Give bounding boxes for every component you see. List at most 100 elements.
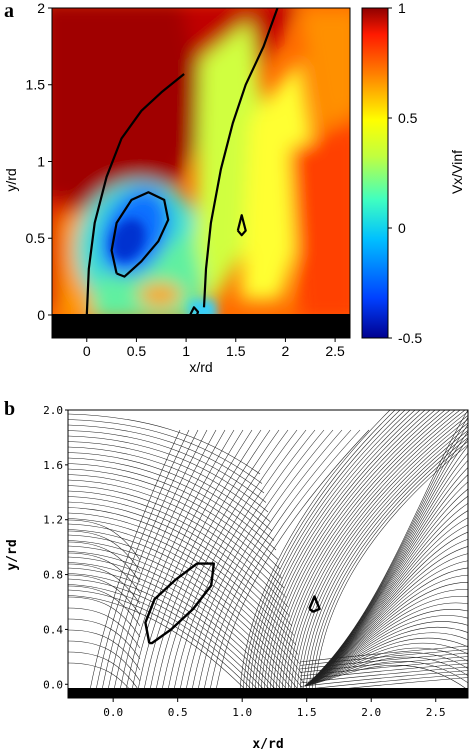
x-tick-label: 2.5 <box>426 706 446 719</box>
streamline <box>68 567 281 695</box>
streamline <box>299 673 468 691</box>
colorbar-ticks: 1 0.5 0 -0.5 <box>388 0 422 346</box>
streamline <box>263 410 431 691</box>
x-tick-label: 2.5 <box>325 343 345 359</box>
streamline <box>281 410 461 691</box>
streamline <box>167 429 298 691</box>
x-tick-label: 0.5 <box>127 343 147 359</box>
streamline <box>131 429 244 691</box>
zero-velocity-contours <box>85 7 279 320</box>
heatmap-panel-a: 0 0.5 1 1.5 2 2.5 0 0.5 1 1.5 2 x/rd y/rd <box>3 0 351 375</box>
streamline <box>155 429 280 691</box>
streamline <box>304 602 468 687</box>
streamline <box>299 426 468 691</box>
colorbar-tick-label: 0.5 <box>398 110 418 126</box>
streamline <box>269 410 441 691</box>
streamline <box>299 663 468 680</box>
streamline <box>68 551 298 695</box>
streamline <box>242 410 396 691</box>
x-tick-label: 1.0 <box>232 706 252 719</box>
y-tick-label: 0.4 <box>43 623 63 636</box>
y-tick-label: 1 <box>37 153 45 169</box>
streamline <box>68 589 258 695</box>
streamline <box>248 410 406 691</box>
streamline <box>161 429 289 691</box>
colorbar: 1 0.5 0 -0.5 Vx/Vinf <box>361 0 465 346</box>
streamline <box>197 429 343 691</box>
streamline <box>119 429 226 691</box>
y-tick-label: 0.0 <box>43 678 63 691</box>
streamline <box>293 419 468 691</box>
streamline <box>68 563 141 605</box>
streamline <box>68 596 141 638</box>
contour-line <box>189 306 200 320</box>
x-tick-label: 2 <box>282 343 290 359</box>
panel-b-label: b <box>4 398 16 420</box>
streamline <box>290 415 468 691</box>
streamline <box>68 534 305 684</box>
streamline <box>68 540 307 693</box>
y-tick-label: 0.8 <box>43 569 63 582</box>
streamline <box>304 626 468 687</box>
streamline <box>137 429 253 691</box>
streamline <box>68 545 303 695</box>
x-axis-label-a: x/rd <box>189 359 212 375</box>
streamline <box>215 429 370 691</box>
streamline <box>272 410 446 691</box>
contour-line <box>85 73 185 316</box>
x-axis-label-b: x/rd <box>252 737 283 752</box>
heatmap-field <box>52 8 350 338</box>
streamline <box>173 429 307 691</box>
y-tick-label: 0 <box>37 307 45 323</box>
x-tick-label: 0.0 <box>103 706 123 719</box>
streamline <box>68 529 303 674</box>
x-tick-label: 0 <box>83 343 91 359</box>
streamline <box>185 429 325 691</box>
streamline <box>304 609 468 687</box>
streamline <box>254 410 416 691</box>
streamline <box>113 429 217 691</box>
streamline <box>68 485 287 598</box>
y-axis-label-a: y/rd <box>3 168 19 191</box>
x-tick-label: 1.5 <box>297 706 317 719</box>
streamline <box>299 656 468 673</box>
streamline <box>275 410 451 691</box>
streamline <box>68 595 252 695</box>
streamline <box>68 530 141 572</box>
x-tick-label: 0.5 <box>168 706 188 719</box>
streamline <box>304 637 468 687</box>
axis-ticks-a: 0 0.5 1 1.5 2 2.5 0 0.5 1 1.5 2 <box>26 0 346 359</box>
x-tick-label: 1 <box>182 343 190 359</box>
streamline <box>304 642 468 687</box>
contour-line <box>110 191 170 278</box>
x-tick-label: 1.5 <box>226 343 246 359</box>
streamline <box>68 479 285 589</box>
streamline <box>299 652 468 670</box>
streamline <box>68 468 281 570</box>
y-axis-label-b: y/rd <box>5 539 20 570</box>
streamline <box>68 413 261 475</box>
streamline <box>245 410 401 691</box>
colorbar-tick-label: 0 <box>398 220 406 236</box>
streamline <box>299 670 468 687</box>
streamline <box>143 429 262 691</box>
streamline <box>68 607 141 649</box>
streamline <box>203 429 352 691</box>
streamline <box>68 496 291 617</box>
panel-a-label: a <box>4 0 14 22</box>
streamline <box>68 501 293 627</box>
streamline <box>68 640 141 682</box>
streamline <box>304 596 468 687</box>
streamlines <box>68 410 468 695</box>
y-tick-label: 1.5 <box>26 77 46 93</box>
streamline <box>89 429 181 691</box>
streamline <box>68 441 271 522</box>
streamline <box>68 584 264 695</box>
y-tick-label: 2.0 <box>43 404 63 417</box>
streamline <box>299 645 468 663</box>
streamline <box>304 410 468 687</box>
streamline <box>304 647 468 687</box>
streamline <box>304 632 468 687</box>
streamline <box>68 474 283 579</box>
